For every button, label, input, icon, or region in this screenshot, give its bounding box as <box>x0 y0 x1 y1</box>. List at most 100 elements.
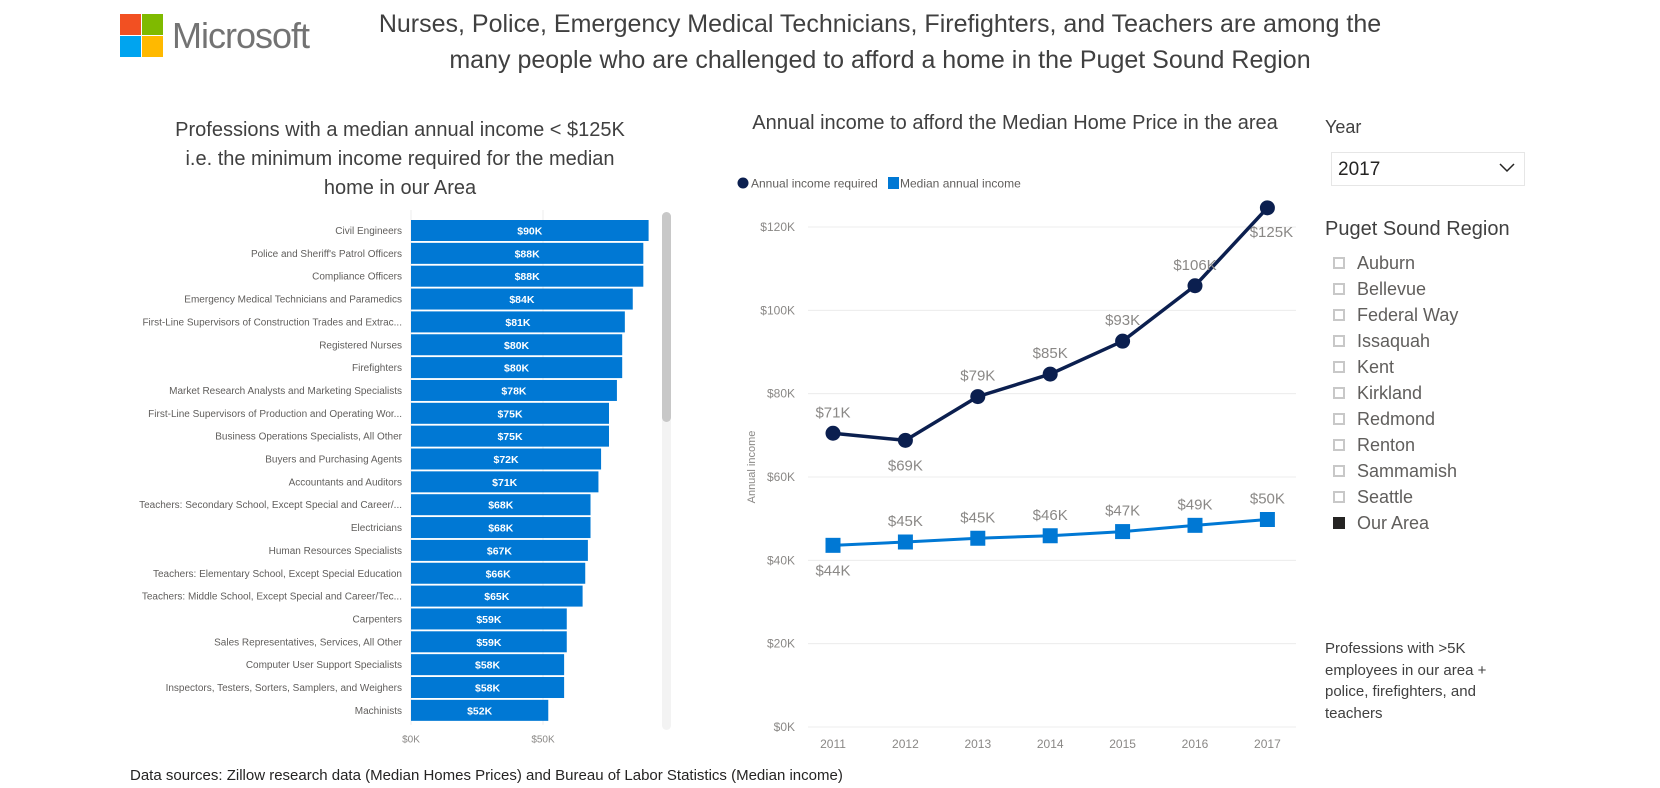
data-label: $125K <box>1250 224 1293 241</box>
checkbox-unchecked[interactable] <box>1333 465 1345 477</box>
region-label: Sammamish <box>1357 460 1458 481</box>
bar <box>411 334 623 356</box>
checkbox-checked[interactable] <box>1333 517 1345 529</box>
y-tick-label: $120K <box>760 220 795 234</box>
region-slicer-list: Auburn Bellevue Federal Way Issaquah Kent Kir… <box>1333 250 1458 536</box>
bar-category-label: Market Research Analysts and Marketing S… <box>169 386 402 397</box>
series-median-annual-income: $44K $45K $45K $46K $47K $49K $50K <box>815 491 1284 580</box>
checkbox-unchecked[interactable] <box>1333 361 1345 373</box>
checkbox-unchecked[interactable] <box>1333 335 1345 347</box>
logo-square-red <box>120 14 141 35</box>
bar-data-label: $75K <box>497 408 523 420</box>
data-point-circle <box>1115 333 1131 349</box>
y-tick-label: $20K <box>767 637 795 651</box>
region-item-renton[interactable]: Renton <box>1333 432 1458 458</box>
region-item-kirkland[interactable]: Kirkland <box>1333 380 1458 406</box>
bar-data-label: $59K <box>476 614 502 626</box>
x-tick-label: 2013 <box>964 737 991 751</box>
bar <box>411 585 583 607</box>
region-item-kent[interactable]: Kent <box>1333 354 1458 380</box>
region-item-bellevue[interactable]: Bellevue <box>1333 276 1458 302</box>
region-label: Our Area <box>1357 512 1430 533</box>
region-item-issaquah[interactable]: Issaquah <box>1333 328 1458 354</box>
region-label: Issaquah <box>1357 330 1431 351</box>
bar-data-label: $68K <box>488 523 514 535</box>
line-chart-legend: Annual income required Median annual inco… <box>737 177 1021 191</box>
region-item-federal-way[interactable]: Federal Way <box>1333 302 1458 328</box>
bar-data-label: $88K <box>515 248 541 260</box>
data-point-square <box>1259 512 1275 527</box>
checkbox-unchecked[interactable] <box>1333 283 1345 295</box>
bar-data-label: $84K <box>509 294 535 306</box>
region-label: Seattle <box>1357 486 1414 507</box>
data-label: $46K <box>1033 507 1068 524</box>
region-item-sammamish[interactable]: Sammamish <box>1333 458 1458 484</box>
series-line <box>832 206 1269 443</box>
region-label: Renton <box>1357 434 1416 455</box>
data-point-circle <box>1187 278 1203 294</box>
checkbox-unchecked[interactable] <box>1333 439 1345 451</box>
checkbox-unchecked[interactable] <box>1333 491 1345 503</box>
legend-circle-icon <box>737 177 749 189</box>
bar <box>411 677 565 698</box>
data-point-square <box>1042 528 1058 544</box>
chevron-down-icon <box>1499 163 1515 173</box>
bar <box>411 357 623 379</box>
bar <box>411 288 633 310</box>
data-point-circle <box>897 432 913 448</box>
data-label: $85K <box>1033 345 1068 362</box>
bar <box>411 471 599 493</box>
bar <box>411 654 565 676</box>
region-label: Kirkland <box>1357 382 1423 403</box>
logo-square-blue <box>120 36 141 57</box>
bar-category-label: First-Line Supervisors of Production and… <box>148 409 402 420</box>
bar-chart-title: Professions with a median annual income … <box>140 116 660 203</box>
scrollbar-thumb[interactable] <box>662 212 671 422</box>
region-item-our-area[interactable]: Our Area <box>1333 510 1458 536</box>
data-label: $93K <box>1105 312 1140 329</box>
bar-category-label: Buyers and Purchasing Agents <box>265 455 402 466</box>
bar-chart-title-line-2: i.e. the minimum income required for the… <box>185 148 615 170</box>
data-point-square <box>1115 524 1131 540</box>
bar-category-label: Inspectors, Testers, Sorters, Samplers, … <box>166 683 402 694</box>
bar <box>411 631 567 653</box>
region-item-seattle[interactable]: Seattle <box>1333 484 1458 510</box>
bar-data-label: $66K <box>486 568 512 580</box>
region-item-redmond[interactable]: Redmond <box>1333 406 1458 432</box>
line-chart: Annual income required Median annual inco… <box>737 177 1296 751</box>
bar <box>411 311 625 333</box>
bar-chart-scrollbar[interactable] <box>662 212 671 730</box>
y-tick-label: $0K <box>774 720 795 734</box>
region-label: Auburn <box>1357 252 1416 273</box>
bar-data-label: $81K <box>505 317 531 329</box>
bar-data-label: $65K <box>484 591 510 603</box>
y-axis-title: Annual income <box>746 431 758 504</box>
region-item-auburn[interactable]: Auburn <box>1333 250 1458 276</box>
bar-data-label: $71K <box>492 477 518 489</box>
bar-data-label: $80K <box>504 363 530 375</box>
bar-data-label: $88K <box>515 271 541 283</box>
bar <box>411 562 586 584</box>
logo-square-yellow <box>142 36 163 57</box>
bar-category-label: Machinists <box>355 706 402 717</box>
bar-data-label: $52K <box>467 705 493 717</box>
checkbox-unchecked[interactable] <box>1333 413 1345 425</box>
professions-note: Professions with >5K employees in our ar… <box>1325 640 1487 722</box>
data-label: $79K <box>960 368 995 385</box>
region-label: Redmond <box>1357 408 1436 429</box>
bar <box>411 425 609 447</box>
checkbox-unchecked[interactable] <box>1333 257 1345 269</box>
bar-category-label: Carpenters <box>353 614 402 625</box>
checkbox-unchecked[interactable] <box>1333 387 1345 399</box>
bar <box>411 699 549 721</box>
x-tick-label: 2012 <box>892 737 919 751</box>
x-tick-label: 2017 <box>1254 737 1281 751</box>
microsoft-logo: Microsoft <box>120 13 320 59</box>
bar-data-label: $72K <box>493 454 519 466</box>
year-dropdown[interactable]: 2017 <box>1331 152 1525 186</box>
data-point-circle <box>970 389 986 405</box>
y-tick-label: $80K <box>767 387 795 401</box>
data-sources-footer: Data sources: Zillow research data (Medi… <box>130 767 843 784</box>
checkbox-unchecked[interactable] <box>1333 309 1345 321</box>
bar-x-tick-label: $0K <box>402 735 420 746</box>
